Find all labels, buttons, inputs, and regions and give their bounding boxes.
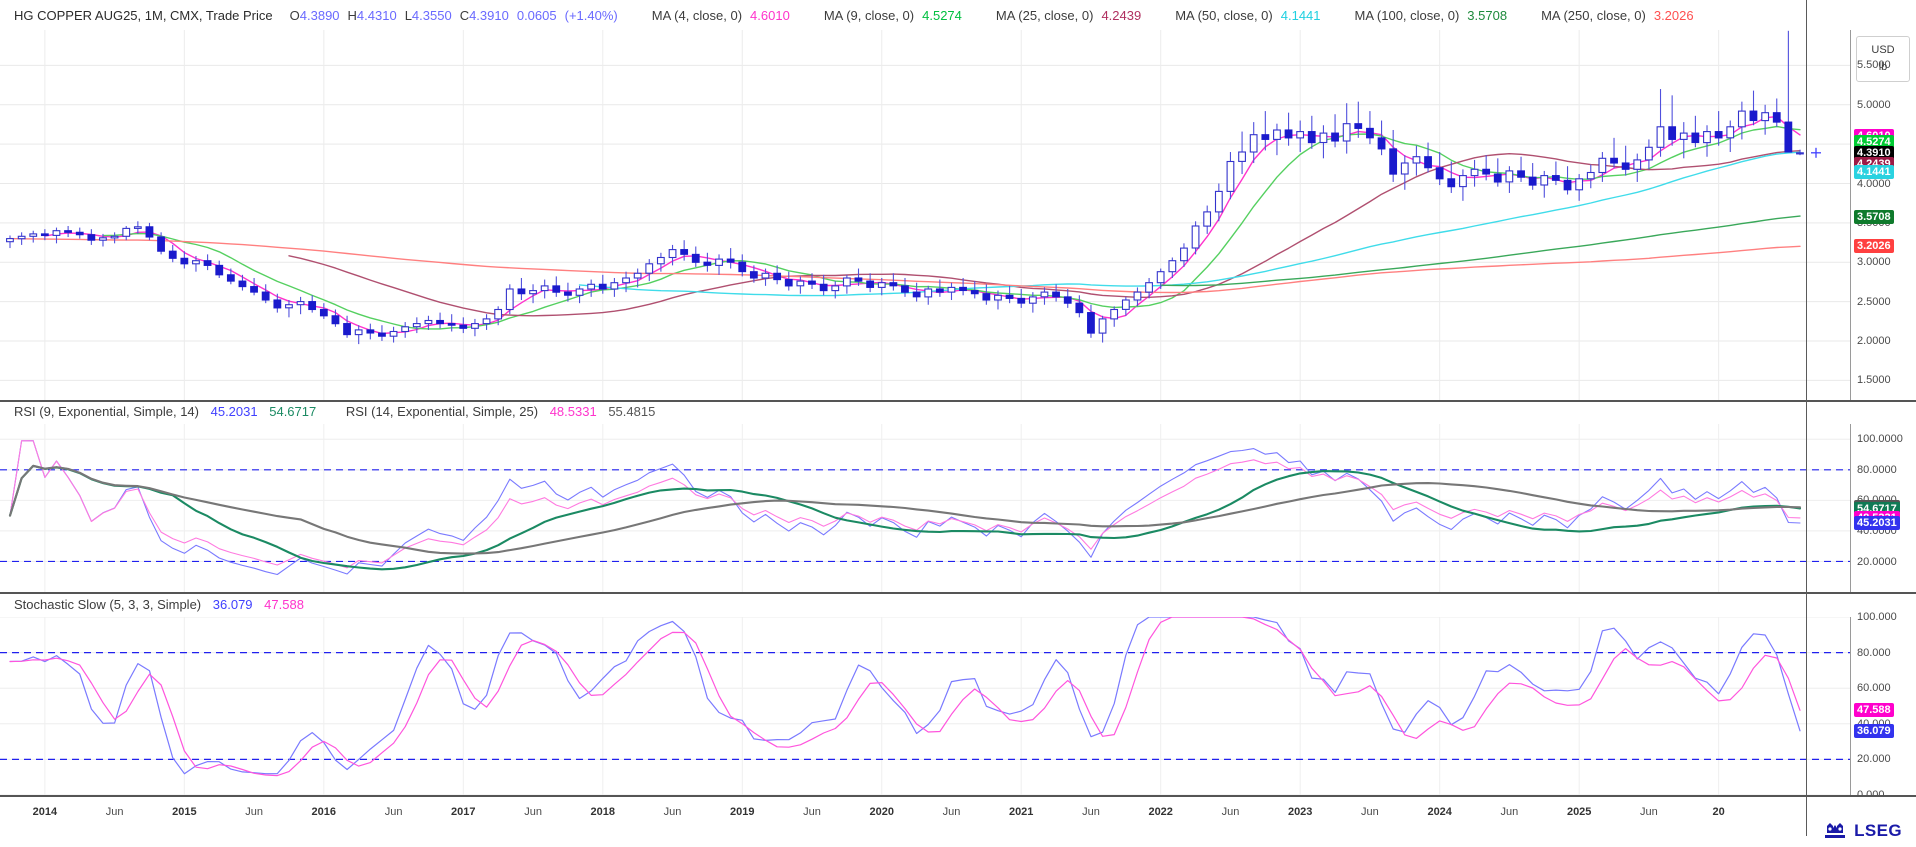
rsi14-label[interactable]: RSI (14, Exponential, Simple, 25) (345, 404, 539, 419)
price-plot-area[interactable] (0, 30, 1850, 400)
time-axis-year-label: 2016 (311, 806, 337, 818)
rsi-panel-header: RSI (9, Exponential, Simple, 14) 45.2031… (14, 404, 655, 419)
price-axis-value-tag: 3.5708 (1854, 210, 1894, 225)
currency-code: USD (1871, 44, 1895, 56)
price-axis-tick: 1.5000 (1857, 374, 1891, 387)
time-axis-month-label: Jun (1221, 806, 1240, 818)
price-axis-tick: 3.0000 (1857, 256, 1891, 269)
price-axis-tick: 5.5000 (1857, 59, 1891, 72)
stochastic-axis-tick: 80.000 (1857, 646, 1891, 659)
rsi9-value-1: 45.2031 (210, 404, 258, 419)
instrument-title[interactable]: HG COPPER AUG25, 1M, CMX, Trade Price (14, 7, 273, 23)
time-axis-year-label: 2019 (730, 806, 755, 818)
time-axis-month-label: Jun (384, 806, 403, 818)
time-axis-year-label: 2015 (172, 806, 197, 818)
time-axis-year-label: 20 (1712, 806, 1725, 818)
crosshair-vertical-line (1806, 0, 1807, 836)
time-axis-month-label: Jun (942, 806, 961, 818)
price-axis-tick: 5.0000 (1857, 98, 1891, 111)
time-axis-year-label: 2014 (32, 806, 58, 818)
lseg-wordmark: LSEG (1854, 821, 1902, 840)
ma4-value: 4.6010 (750, 7, 790, 23)
rsi9-value-2: 54.6717 (269, 404, 317, 419)
ma9-value: 4.5274 (922, 7, 962, 23)
stochastic-plot-area[interactable] (0, 617, 1850, 795)
time-axis-year-label: 2017 (451, 806, 476, 818)
ma9-label[interactable]: MA (9, close, 0) (823, 7, 915, 23)
stochastic-axis-value-tag: 47.588 (1854, 703, 1894, 718)
time-axis-month-label: Jun (1082, 806, 1100, 818)
ma250-label[interactable]: MA (250, close, 0) (1541, 7, 1646, 23)
price-axis-tick: 4.0000 (1857, 177, 1891, 190)
rsi14-value-2: 55.4815 (608, 404, 656, 419)
time-axis-month-label: Jun (1640, 806, 1658, 818)
price-axis-value-tag: 3.2026 (1854, 239, 1894, 254)
time-axis-year-label: 2018 (590, 806, 616, 818)
rsi14-value-1: 48.5331 (549, 404, 597, 419)
currency-measure: lb (1878, 61, 1888, 73)
ma250-value: 3.2026 (1653, 7, 1694, 23)
panel-separator-price-rsi (0, 400, 1916, 402)
time-axis-year-label: 2021 (1008, 806, 1034, 818)
lseg-crest-icon (1825, 823, 1846, 838)
ma25-value: 4.2439 (1101, 7, 1142, 23)
rsi-panel (0, 424, 1916, 592)
time-axis-month-label: Jun (1361, 806, 1379, 818)
time-axis-month-label: Jun (803, 806, 821, 818)
price-axis-tick: 2.5000 (1857, 295, 1891, 308)
stochastic-axis-tick: 20.000 (1857, 753, 1891, 766)
ma4-label[interactable]: MA (4, close, 0) (651, 7, 743, 23)
time-axis-year-label: 2024 (1427, 806, 1452, 818)
rsi-plot-area[interactable] (0, 424, 1850, 592)
ohlc-open: O4.3890 (289, 7, 340, 23)
price-panel (0, 30, 1916, 400)
price-axis[interactable]: USD lb 5.50005.00004.50004.00003.50003.0… (1850, 30, 1916, 400)
lseg-logo: LSEG (1822, 821, 1902, 841)
rsi-axis-tick: 20.0000 (1857, 555, 1897, 568)
rsi-axis-value-tag: 45.2031 (1854, 516, 1900, 530)
time-axis-month-label: Jun (663, 806, 682, 818)
ohlc-high: H4.4310 (347, 7, 397, 23)
panel-separator-rsi-stoch (0, 592, 1916, 594)
ma25-label[interactable]: MA (25, close, 0) (995, 7, 1094, 23)
time-axis[interactable]: 2014 Jun 2015 Jun 2016 Jun 2017 Jun 2018 Jun 2019 J… (0, 795, 1916, 831)
time-axis-month-label: Jun (105, 806, 124, 818)
chart-header-legend: HG COPPER AUG25, 1M, CMX, Trade Price O4… (0, 0, 1916, 30)
rsi-axis-tick: 100.0000 (1857, 433, 1903, 446)
ohlc-close: C4.3910 (459, 7, 509, 23)
ohlc-low: L4.3550 (404, 7, 452, 23)
time-axis-year-label: 2025 (1566, 806, 1592, 818)
ma100-label[interactable]: MA (100, close, 0) (1354, 7, 1460, 23)
time-axis-year-label: 2020 (869, 806, 895, 818)
stochastic-panel (0, 617, 1916, 795)
ma50-value: 4.1441 (1280, 7, 1321, 23)
stoch-value-k: 36.079 (212, 597, 253, 612)
time-axis-year-label: 2023 (1287, 806, 1313, 818)
ma50-label[interactable]: MA (50, close, 0) (1175, 7, 1273, 23)
price-change-percent: (+1.40%) (564, 7, 618, 23)
stochastic-panel-header: Stochastic Slow (5, 3, 3, Simple) 36.079… (14, 597, 304, 612)
ma100-value: 3.5708 (1467, 7, 1508, 23)
price-axis-value-tag: 4.1441 (1854, 165, 1894, 180)
time-axis-year-label: 2022 (1148, 806, 1173, 818)
stoch-value-d: 47.588 (264, 597, 304, 612)
stoch-label[interactable]: Stochastic Slow (5, 3, 3, Simple) (14, 597, 202, 612)
time-axis-month-label: Jun (524, 806, 542, 818)
stochastic-axis-tick: 100.000 (1857, 611, 1897, 623)
stochastic-axis-value-tag: 36.079 (1854, 723, 1894, 738)
rsi-axis-tick: 80.0000 (1857, 463, 1897, 476)
rsi9-label[interactable]: RSI (9, Exponential, Simple, 14) (14, 404, 199, 419)
time-axis-month-label: Jun (1500, 806, 1519, 818)
time-axis-month-label: Jun (245, 806, 263, 818)
price-axis-value-tag: 4.3910 (1854, 145, 1894, 160)
price-change: 0.0605 (516, 7, 557, 23)
price-axis-value-tag: 4.5274 (1854, 135, 1894, 149)
price-axis-tick: 2.0000 (1857, 335, 1891, 347)
stochastic-axis-tick: 60.000 (1857, 682, 1891, 695)
currency-unit-box: USD lb (1856, 36, 1910, 82)
